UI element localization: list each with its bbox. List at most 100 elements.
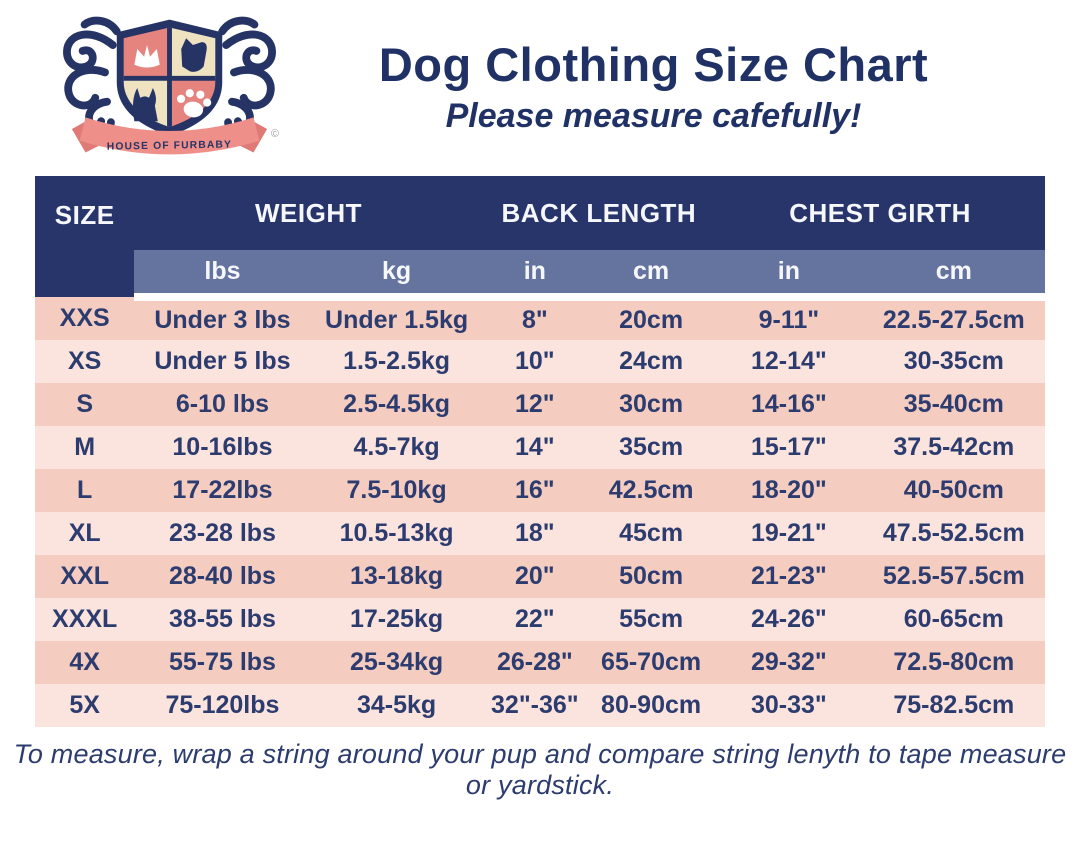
cell-weight-lbs: 17-22lbs	[134, 469, 311, 512]
cell-size: S	[35, 383, 135, 426]
cell-back-in: 16"	[482, 469, 588, 512]
column-header-back-length: BACK LENGTH	[482, 176, 716, 250]
cell-back-in: 12"	[482, 383, 588, 426]
cell-size: M	[35, 426, 135, 469]
cell-back-in: 18"	[482, 512, 588, 555]
cell-weight-kg: 25-34kg	[310, 641, 483, 684]
cell-chest-cm: 52.5-57.5cm	[862, 555, 1045, 598]
cell-weight-lbs: 6-10 lbs	[134, 383, 311, 426]
row-xs: XS Under 5 lbs 1.5-2.5kg 10" 24cm 12-14"…	[35, 340, 1045, 383]
cell-chest-in: 14-16"	[715, 383, 863, 426]
column-header-size: SIZE	[35, 176, 135, 297]
page-subtitle: Please measure cafefully!	[445, 97, 862, 136]
cell-back-cm: 30cm	[587, 383, 716, 426]
cell-weight-kg: 10.5-13kg	[310, 512, 483, 555]
row-m: M 10-16lbs 4.5-7kg 14" 35cm 15-17" 37.5-…	[35, 426, 1045, 469]
row-xl: XL 23-28 lbs 10.5-13kg 18" 45cm 19-21" 4…	[35, 512, 1045, 555]
cell-size: 4X	[35, 641, 135, 684]
cell-chest-cm: 40-50cm	[862, 469, 1045, 512]
unit-header-chest-in: in	[715, 250, 863, 301]
cell-weight-kg: 1.5-2.5kg	[310, 340, 483, 383]
cell-size: XL	[35, 512, 135, 555]
registered-mark: ©	[271, 128, 279, 140]
cell-chest-cm: 75-82.5cm	[862, 684, 1045, 727]
column-header-weight: WEIGHT	[134, 176, 483, 250]
cell-weight-kg: 34-5kg	[310, 684, 483, 727]
header-unit-row: lbs kg in cm in cm	[35, 250, 1045, 301]
page-title: Dog Clothing Size Chart	[378, 38, 929, 91]
cell-back-in: 22"	[482, 598, 588, 641]
cell-weight-kg: 4.5-7kg	[310, 426, 483, 469]
cell-weight-lbs: 28-40 lbs	[134, 555, 311, 598]
cat-icon	[132, 88, 158, 122]
cell-back-cm: 80-90cm	[587, 684, 716, 727]
cell-weight-kg: 17-25kg	[310, 598, 483, 641]
row-s: S 6-10 lbs 2.5-4.5kg 12" 30cm 14-16" 35-…	[35, 383, 1045, 426]
cell-weight-lbs: 23-28 lbs	[134, 512, 311, 555]
paw-icon	[176, 89, 212, 118]
crown-icon	[134, 45, 160, 68]
cell-chest-in: 15-17"	[715, 426, 863, 469]
cell-back-cm: 65-70cm	[587, 641, 716, 684]
cell-chest-cm: 47.5-52.5cm	[862, 512, 1045, 555]
cell-back-in: 32"-36"	[482, 684, 588, 727]
measure-note: To measure, wrap a string around your pu…	[13, 739, 1067, 800]
cell-size: 5X	[35, 684, 135, 727]
cell-chest-in: 24-26"	[715, 598, 863, 641]
cell-back-cm: 42.5cm	[587, 469, 716, 512]
cell-weight-lbs: Under 5 lbs	[134, 340, 311, 383]
cell-weight-kg: 7.5-10kg	[310, 469, 483, 512]
banner-text: HOUSE OF FURBABY	[107, 139, 232, 152]
unit-header-back-in: in	[482, 250, 588, 301]
row-l: L 17-22lbs 7.5-10kg 16" 42.5cm 18-20" 40…	[35, 469, 1045, 512]
cell-back-in: 14"	[482, 426, 588, 469]
size-chart-table: SIZE WEIGHT BACK LENGTH CHEST GIRTH lbs …	[35, 176, 1045, 727]
header-group-row: SIZE WEIGHT BACK LENGTH CHEST GIRTH	[35, 176, 1045, 297]
cell-back-cm: 20cm	[587, 297, 716, 340]
dog-icon	[181, 38, 207, 72]
crest-logo-graphic: HOUSE OF FURBABY ©	[63, 16, 279, 155]
cell-chest-cm: 37.5-42cm	[862, 426, 1045, 469]
unit-header-back-cm: cm	[587, 250, 716, 301]
cell-chest-cm: 72.5-80cm	[862, 641, 1045, 684]
cell-chest-in: 29-32"	[715, 641, 863, 684]
unit-header-weight-lbs: lbs	[134, 250, 311, 301]
cell-size: XXS	[35, 297, 135, 340]
cell-chest-cm: 22.5-27.5cm	[862, 297, 1045, 340]
column-header-chest-girth: CHEST GIRTH	[715, 176, 1045, 250]
cell-back-cm: 35cm	[587, 426, 716, 469]
unit-header-weight-kg: kg	[310, 250, 483, 301]
cell-weight-lbs: 55-75 lbs	[134, 641, 311, 684]
cell-back-in: 20"	[482, 555, 588, 598]
cell-back-in: 10"	[482, 340, 588, 383]
cell-weight-lbs: 10-16lbs	[134, 426, 311, 469]
cell-back-cm: 24cm	[587, 340, 716, 383]
cell-weight-lbs: Under 3 lbs	[134, 297, 311, 340]
row-xxl: XXL 28-40 lbs 13-18kg 20" 50cm 21-23" 52…	[35, 555, 1045, 598]
cell-chest-cm: 35-40cm	[862, 383, 1045, 426]
cell-chest-in: 12-14"	[715, 340, 863, 383]
cell-chest-in: 18-20"	[715, 469, 863, 512]
cell-back-cm: 55cm	[587, 598, 716, 641]
row-5x: 5X 75-120lbs 34-5kg 32"-36" 80-90cm 30-3…	[35, 684, 1045, 727]
cell-size: L	[35, 469, 135, 512]
cell-chest-in: 30-33"	[715, 684, 863, 727]
cell-chest-in: 21-23"	[715, 555, 863, 598]
unit-header-chest-cm: cm	[862, 250, 1045, 301]
brand-logo: HOUSE OF FURBABY ©	[52, 6, 287, 172]
cell-back-cm: 50cm	[587, 555, 716, 598]
cell-weight-kg: 13-18kg	[310, 555, 483, 598]
row-xxs: XXS Under 3 lbs Under 1.5kg 8" 20cm 9-11…	[35, 297, 1045, 340]
cell-weight-lbs: 75-120lbs	[134, 684, 311, 727]
cell-back-in: 8"	[482, 297, 588, 340]
title-block: Dog Clothing Size Chart Please measure c…	[287, 6, 1050, 136]
cell-back-cm: 45cm	[587, 512, 716, 555]
cell-size: XS	[35, 340, 135, 383]
page-header: HOUSE OF FURBABY © Dog Clothing Size Cha…	[0, 0, 1080, 172]
cell-weight-lbs: 38-55 lbs	[134, 598, 311, 641]
cell-chest-cm: 60-65cm	[862, 598, 1045, 641]
cell-back-in: 26-28"	[482, 641, 588, 684]
row-xxxl: XXXL 38-55 lbs 17-25kg 22" 55cm 24-26" 6…	[35, 598, 1045, 641]
cell-weight-kg: 2.5-4.5kg	[310, 383, 483, 426]
